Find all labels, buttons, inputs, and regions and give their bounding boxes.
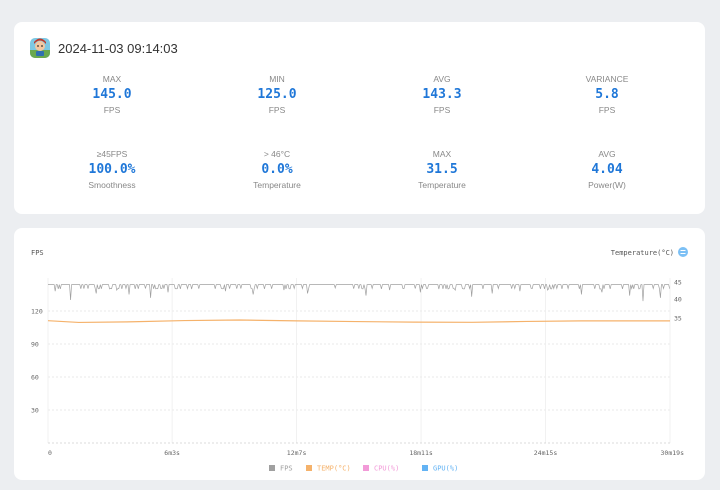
stat-variance: VARIANCE 5.8 FPS [547, 74, 667, 116]
stat-unit: Smoothness [88, 180, 136, 190]
legend-swatch [422, 465, 428, 471]
stat-value: 125.0 [257, 87, 297, 102]
stat-value: 31.5 [426, 162, 458, 177]
stat-smoothness: ≥45FPS 100.0% Smoothness [52, 149, 172, 191]
y-axis-title-right: Temperature(°C) [611, 249, 674, 257]
chart-grid [47, 278, 671, 444]
legend-swatch [269, 465, 275, 471]
legend-swatch [363, 465, 369, 471]
x-tick-label: 6m3s [164, 449, 180, 457]
stat-value: 5.8 [595, 87, 619, 102]
stat-value: 143.3 [422, 87, 462, 102]
stat-max-temp: MAX 31.5 Temperature [382, 149, 502, 191]
stat-unit: FPS [268, 105, 286, 115]
stat-label: ≥45FPS [96, 149, 128, 159]
stat-value: 0.0% [261, 162, 293, 177]
settings-toggle-icon[interactable] [678, 247, 688, 257]
stat-unit: Temperature [418, 180, 466, 190]
legend-label: CPU(%) [374, 465, 399, 473]
stat-label: AVG [433, 74, 451, 84]
session-header: 2024-11-03 09:14:03 [30, 38, 178, 58]
y-tick-label-left: 30 [31, 407, 39, 415]
series-temp-line [47, 319, 670, 324]
stat-label: VARIANCE [585, 74, 629, 84]
y-tick-label-left: 90 [31, 341, 39, 349]
y-axis-right: 45 40 35 [674, 279, 682, 323]
x-tick-label: 24m15s [534, 449, 558, 457]
stat-unit: FPS [598, 105, 616, 115]
x-tick-label: 18m11s [409, 449, 433, 457]
x-tick-label: 30m19s [661, 449, 685, 457]
stat-unit: Temperature [253, 180, 301, 190]
y-tick-label-right: 40 [674, 296, 682, 304]
performance-chart-card: FPS Temperature(°C) 120 90 60 30 45 40 35 0 6m… [14, 228, 705, 480]
stat-min-fps: MIN 125.0 FPS [217, 74, 337, 116]
chart-series [47, 284, 670, 324]
x-tick-label: 0 [48, 449, 52, 457]
stat-avg-fps: AVG 143.3 FPS [382, 74, 502, 116]
y-tick-label-right: 45 [674, 279, 682, 287]
y-tick-label-left: 120 [31, 308, 43, 316]
session-timestamp: 2024-11-03 09:14:03 [58, 40, 178, 56]
stat-value: 4.04 [591, 162, 623, 177]
performance-chart[interactable]: FPS Temperature(°C) 120 90 60 30 45 40 35 0 6m… [14, 228, 705, 480]
stat-label: > 46°C [263, 149, 291, 159]
legend-label: TEMP(°C) [317, 465, 351, 473]
stat-unit: FPS [433, 105, 451, 115]
stat-value: 100.0% [88, 162, 136, 177]
y-tick-label-right: 35 [674, 315, 682, 323]
stat-unit: FPS [103, 105, 121, 115]
chart-legend: FPS TEMP(°C) CPU(%) GPU(%) [269, 465, 458, 473]
stat-label: MAX [102, 74, 122, 84]
stat-label: MAX [432, 149, 452, 159]
legend-label: GPU(%) [433, 465, 458, 473]
stat-max-fps: MAX 145.0 FPS [52, 74, 172, 116]
summary-card: 2024-11-03 09:14:03 MAX 145.0 FPS MIN 12… [14, 22, 705, 214]
y-axis-title-left: FPS [31, 249, 44, 257]
series-fps-line [48, 284, 670, 302]
stat-label: AVG [598, 149, 616, 159]
stat-value: 145.0 [92, 87, 132, 102]
stat-label: MIN [269, 74, 285, 84]
stat-avg-power: AVG 4.04 Power(W) [547, 149, 667, 191]
y-axis-left: 120 90 60 30 [31, 308, 43, 415]
legend-swatch [306, 465, 312, 471]
stat-unit: Power(W) [588, 180, 626, 190]
y-tick-label-left: 60 [31, 374, 39, 382]
x-axis: 0 6m3s 12m7s 18m11s 24m15s 30m19s [48, 449, 684, 457]
x-tick-label: 12m7s [287, 449, 307, 457]
stat-over-temp: > 46°C 0.0% Temperature [217, 149, 337, 191]
legend-label: FPS [280, 465, 293, 473]
game-app-icon [30, 38, 50, 58]
